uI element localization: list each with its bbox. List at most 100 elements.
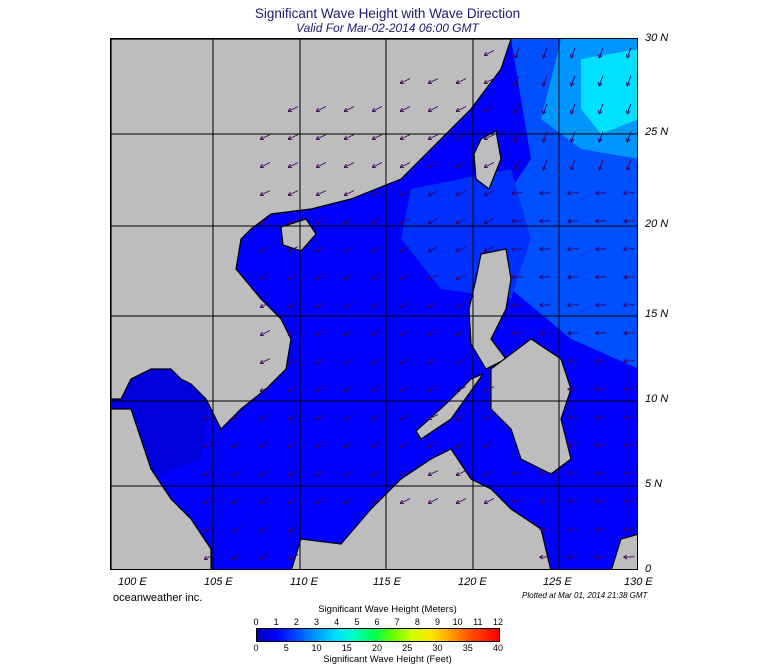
wave-arrow <box>343 218 355 225</box>
wave-arrow <box>287 554 299 561</box>
legend-feet-title: Significant Wave Height (Feet) <box>323 654 452 665</box>
wave-arrow <box>595 498 607 504</box>
wave-arrow <box>399 274 411 281</box>
feet-tick: 20 <box>371 643 383 653</box>
wave-arrow <box>287 386 299 393</box>
wave-arrow <box>539 554 551 560</box>
wave-arrow <box>539 526 551 532</box>
wave-arrow <box>427 470 439 477</box>
wave-arrow <box>626 75 632 87</box>
wave-arrow <box>287 526 299 533</box>
wave-arrow <box>343 134 355 141</box>
lat-label-10n: 10 N <box>645 393 669 405</box>
wave-arrow <box>511 274 523 280</box>
wave-arrow <box>399 78 411 85</box>
wave-arrow <box>570 103 576 115</box>
wave-arrow <box>483 162 495 169</box>
wave-arrow <box>287 302 299 309</box>
wave-arrow <box>483 470 495 477</box>
wave-arrow <box>259 218 271 225</box>
wave-arrow <box>626 103 632 115</box>
feet-tick: 10 <box>311 643 322 653</box>
wave-arrow <box>203 442 215 449</box>
wave-arrow <box>539 470 551 476</box>
wave-arrow <box>259 414 271 421</box>
wave-arrow <box>427 134 439 141</box>
wave-arrow <box>371 274 383 281</box>
wave-arrow <box>511 246 523 252</box>
wave-arrow <box>203 414 215 421</box>
meters-tick: 12 <box>492 617 504 627</box>
wave-arrow <box>259 134 271 141</box>
wave-arrow <box>567 442 579 448</box>
wave-arrow <box>399 386 411 393</box>
meters-tick: 10 <box>452 617 463 627</box>
wave-arrow <box>483 78 495 85</box>
wave-arrow <box>595 190 607 196</box>
wave-arrow <box>570 47 576 59</box>
wave-arrow <box>287 190 299 197</box>
wave-arrow <box>203 554 215 561</box>
wave-arrow <box>259 442 271 449</box>
wave-arrow <box>371 302 383 309</box>
wave-height-map <box>110 38 638 570</box>
wave-arrow <box>542 47 548 59</box>
wave-arrow <box>315 162 327 169</box>
wave-arrow <box>570 75 576 87</box>
wave-arrow <box>427 106 439 113</box>
wave-arrow <box>455 274 467 281</box>
wave-arrow <box>399 414 411 421</box>
wave-arrow <box>623 554 635 560</box>
wave-arrow <box>483 498 495 505</box>
wave-arrow <box>371 358 383 365</box>
wave-arrow <box>595 246 607 252</box>
lat-label-20n: 20 N <box>645 218 669 230</box>
meters-tick: 3 <box>313 617 320 627</box>
china-indochina-land <box>111 39 512 431</box>
wave-arrow <box>567 414 579 420</box>
wave-arrow <box>567 330 579 336</box>
wave-arrow <box>626 47 632 59</box>
wave-arrow <box>567 554 579 560</box>
wave-arrow <box>567 498 579 504</box>
wave-arrow <box>483 218 495 225</box>
wave-arrow <box>259 246 271 253</box>
wave-arrow <box>567 246 579 252</box>
meters-tick: 11 <box>473 617 483 627</box>
wave-arrow <box>623 386 635 392</box>
wave-arrow <box>623 274 635 280</box>
wave-arrow <box>399 498 411 505</box>
wave-arrow <box>427 274 439 281</box>
wave-direction-arrows <box>203 47 635 561</box>
wave-arrow <box>315 442 327 449</box>
lat-label-0: 0 <box>645 563 652 575</box>
wave-arrow <box>598 159 604 171</box>
wave-arrow <box>567 526 579 532</box>
wave-arrow <box>427 414 439 421</box>
wave-arrow <box>427 218 439 225</box>
wave-arrow <box>455 246 467 253</box>
wave-arrow <box>623 442 635 448</box>
wave-arrow <box>399 190 411 197</box>
wave-arrow <box>399 330 411 337</box>
lat-label-5n: 5 N <box>645 478 663 490</box>
wave-arrow <box>514 47 520 59</box>
wave-arrow <box>371 190 383 197</box>
wave-arrow <box>595 414 607 420</box>
wave-arrow <box>399 442 411 449</box>
wave-arrow <box>539 302 551 308</box>
plotted-timestamp: Plotted at Mar 01, 2014 21:38 GMT <box>522 591 648 600</box>
wave-arrow <box>231 414 243 421</box>
wave-arrow <box>203 526 215 533</box>
malay-peninsula <box>111 408 212 569</box>
wave-arrow <box>623 330 635 336</box>
wave-arrow <box>514 131 520 143</box>
meters-tick: 5 <box>354 617 360 627</box>
legend-meters-title: Significant Wave Height (Meters) <box>318 604 457 615</box>
wave-arrow <box>287 274 299 281</box>
wave-arrow <box>343 442 355 449</box>
wave-arrow <box>315 246 327 253</box>
wave-arrow <box>570 159 576 171</box>
wave-arrow <box>371 442 383 449</box>
wave-arrow <box>343 414 355 421</box>
